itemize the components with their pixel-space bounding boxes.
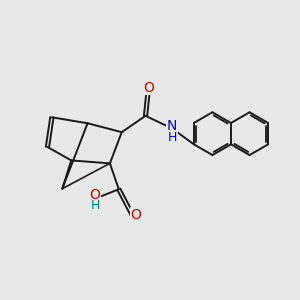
- Text: H: H: [168, 131, 178, 144]
- Text: O: O: [90, 188, 101, 202]
- Text: H: H: [90, 200, 100, 212]
- Text: N: N: [167, 119, 178, 133]
- Text: O: O: [143, 81, 154, 94]
- Text: O: O: [130, 208, 141, 222]
